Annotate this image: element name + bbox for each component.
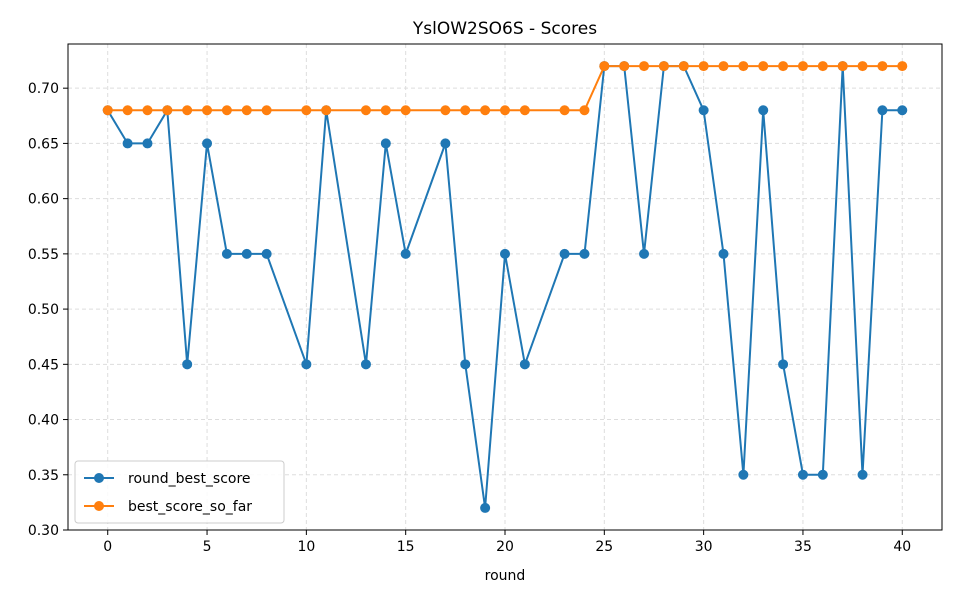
data-point-best-score-so-far [778, 61, 789, 72]
data-point-round-best-score [221, 248, 232, 259]
data-point-round-best-score [857, 469, 868, 480]
x-tick-label: 10 [297, 539, 315, 555]
data-point-best-score-so-far [500, 105, 510, 116]
data-point-best-score-so-far [797, 61, 808, 72]
x-axis-label: round [485, 568, 526, 584]
data-point-best-score-so-far [897, 61, 908, 72]
data-point-round-best-score [758, 105, 769, 116]
axis-ticks: 0 5 10 15 20 25 30 35 40 0.30 0.35 0.40 0.45 0.50 0.55… [28, 81, 911, 555]
data-point-round-best-score [380, 138, 391, 149]
data-point-round-best-score [480, 502, 491, 513]
data-point-best-score-so-far [579, 105, 590, 116]
data-point-best-score-so-far [400, 105, 411, 116]
y-tick-label: 0.50 [28, 302, 59, 318]
data-point-round-best-score [182, 359, 193, 370]
data-point-round-best-score [738, 469, 749, 480]
data-point-round-best-score [261, 248, 272, 259]
data-point-round-best-score [519, 359, 530, 370]
data-point-best-score-so-far [182, 105, 193, 116]
data-point-round-best-score [817, 469, 828, 480]
data-point-best-score-so-far [698, 61, 709, 72]
data-point-best-score-so-far [678, 61, 689, 72]
data-point-round-best-score [241, 248, 252, 259]
data-point-round-best-score [142, 138, 153, 149]
x-tick-label: 25 [595, 539, 613, 555]
data-point-round-best-score [122, 138, 133, 149]
data-point-best-score-so-far [360, 105, 371, 116]
legend-marker-round-best-score [94, 473, 104, 483]
data-point-round-best-score [579, 248, 590, 259]
data-point-best-score-so-far [599, 61, 610, 72]
legend-label-round-best-score: round_best_score [128, 471, 251, 487]
x-tick-label: 30 [695, 539, 713, 555]
data-point-best-score-so-far [261, 105, 272, 116]
x-tick-label: 35 [794, 539, 812, 555]
data-point-best-score-so-far [380, 105, 391, 116]
data-point-round-best-score [301, 359, 312, 370]
y-tick-label: 0.60 [28, 192, 59, 208]
data-point-best-score-so-far [162, 105, 173, 116]
data-point-best-score-so-far [658, 61, 669, 72]
data-point-round-best-score [639, 248, 650, 259]
data-point-best-score-so-far [877, 61, 888, 72]
y-tick-label: 0.55 [28, 247, 59, 263]
data-point-round-best-score [559, 248, 570, 259]
data-point-best-score-so-far [241, 105, 252, 116]
y-tick-label: 0.65 [28, 136, 59, 152]
data-point-round-best-score [877, 105, 888, 116]
chart-title: YslOW2SO6S - Scores [412, 19, 597, 39]
y-tick-label: 0.40 [28, 413, 59, 429]
y-tick-label: 0.45 [28, 357, 59, 373]
data-point-best-score-so-far [202, 105, 213, 116]
legend-label-best-score-so-far: best_score_so_far [128, 499, 252, 515]
data-point-best-score-so-far [321, 105, 332, 116]
data-point-best-score-so-far [440, 105, 451, 116]
x-tick-label: 15 [397, 539, 415, 555]
series-layer [102, 61, 908, 513]
data-point-round-best-score [400, 248, 411, 259]
data-point-best-score-so-far [718, 61, 729, 72]
data-point-best-score-so-far [738, 61, 749, 72]
x-tick-label: 40 [893, 539, 911, 555]
data-point-best-score-so-far [122, 105, 133, 116]
x-tick-label: 20 [496, 539, 514, 555]
data-point-best-score-so-far [519, 105, 530, 116]
data-point-best-score-so-far [639, 61, 650, 72]
data-point-round-best-score [500, 248, 510, 259]
legend-marker-best-score-so-far [94, 501, 104, 511]
data-point-round-best-score [360, 359, 371, 370]
y-tick-label: 0.30 [28, 523, 59, 539]
data-point-best-score-so-far [102, 105, 113, 116]
data-point-round-best-score [698, 105, 709, 116]
x-tick-label: 5 [203, 539, 212, 555]
data-point-best-score-so-far [301, 105, 312, 116]
data-point-round-best-score [202, 138, 213, 149]
data-point-best-score-so-far [480, 105, 491, 116]
data-point-best-score-so-far [857, 61, 868, 72]
data-point-round-best-score [778, 359, 789, 370]
data-point-best-score-so-far [619, 61, 630, 72]
data-point-round-best-score [718, 248, 729, 259]
data-point-best-score-so-far [460, 105, 471, 116]
x-tick-label: 0 [103, 539, 112, 555]
data-point-best-score-so-far [221, 105, 232, 116]
legend-box [74, 460, 285, 524]
data-point-best-score-so-far [142, 105, 153, 116]
y-tick-label: 0.35 [28, 468, 59, 484]
data-point-round-best-score [440, 138, 451, 149]
data-point-best-score-so-far [559, 105, 570, 116]
y-tick-label: 0.70 [28, 81, 59, 97]
data-point-best-score-so-far [837, 61, 848, 72]
legend: round_best_score best_score_so_far [74, 460, 285, 524]
data-point-round-best-score [897, 105, 908, 116]
data-point-round-best-score [460, 359, 471, 370]
data-point-round-best-score [797, 469, 808, 480]
data-point-best-score-so-far [817, 61, 828, 72]
data-point-best-score-so-far [758, 61, 769, 72]
